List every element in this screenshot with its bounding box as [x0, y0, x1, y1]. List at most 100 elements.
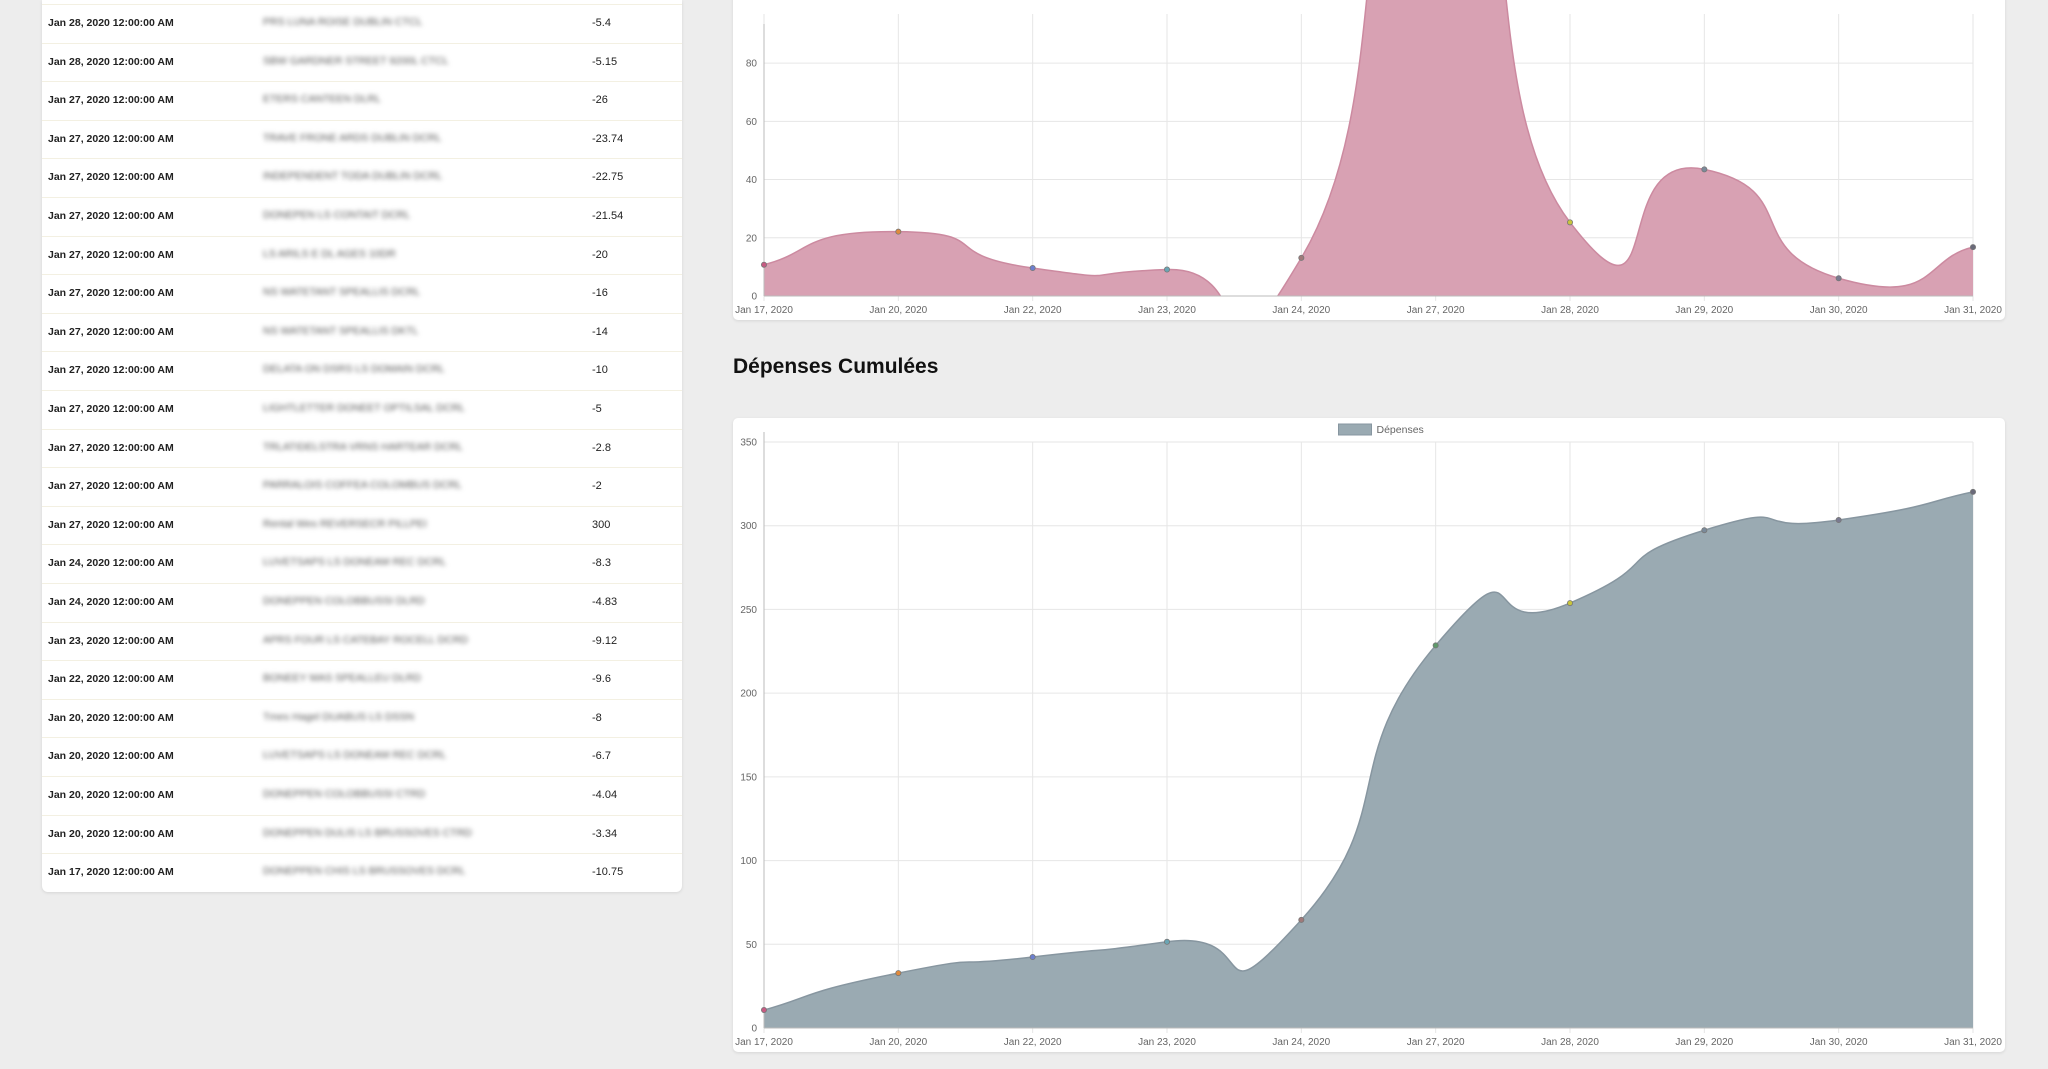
transaction-amount: -5.15: [592, 55, 618, 68]
transaction-date: Jan 27, 2020 12:00:00 AM: [48, 441, 174, 454]
table-row: Jan 27, 2020 12:00:00 AM TRLATIDELSTRA VR…: [42, 428, 682, 469]
cum-data-point: [1567, 600, 1574, 607]
transaction-date: Jan 27, 2020 12:00:00 AM: [48, 364, 174, 377]
transaction-amount: -2.8: [592, 441, 611, 454]
daily-data-point: [1970, 244, 1977, 251]
cumulative-section-title: Dépenses Cumulées: [733, 355, 939, 378]
transaction-date: Jan 23, 2020 12:00:00 AM: [48, 634, 174, 647]
table-row: Jan 27, 2020 12:00:00 AM Rental Wes REVER…: [42, 505, 682, 546]
transaction-date: Jan 20, 2020 12:00:00 AM: [48, 827, 174, 840]
cum-data-point: [1029, 954, 1036, 961]
cum-x-tick-label: Jan 27, 2020: [1407, 1037, 1465, 1048]
cum-x-tick-label: Jan 30, 2020: [1810, 1037, 1868, 1048]
transaction-amount: -4.83: [592, 596, 618, 608]
transaction-date: Jan 27, 2020 12:00:00 AM: [48, 171, 174, 184]
transaction-date: Jan 20, 2020 12:00:00 AM: [48, 711, 174, 724]
daily-series-group: [764, 0, 1973, 296]
daily-x-tick-label: Jan 27, 2020: [1407, 305, 1465, 316]
cum-y-tick-label: 350: [740, 438, 757, 449]
transaction-date: Jan 27, 2020 12:00:00 AM: [48, 518, 174, 531]
table-row: Jan 27, 2020 12:00:00 AM LIGHTLETTER DONE…: [42, 390, 682, 430]
transaction-description: DELATA ON DSRS LS DOMAIN DCRL: [263, 363, 445, 376]
daily-x-tick-label: Jan 23, 2020: [1138, 305, 1196, 316]
transaction-description: DONEPPEN DULIS LS BRUSSOVES CTRD: [263, 826, 472, 839]
transaction-description: LUVETSAPS LS DONEAM REC DCRL: [263, 749, 447, 762]
cum-x-tick-label: Jan 29, 2020: [1675, 1037, 1733, 1048]
transaction-date: Jan 24, 2020 12:00:00 AM: [48, 596, 174, 608]
table-row: Jan 24, 2020 12:00:00 AM LUVETSAPS LS DON…: [42, 544, 682, 584]
daily-y-tick-label: 0: [751, 292, 757, 303]
cum-data-point: [1298, 916, 1305, 923]
transaction-description: Tmes Hagel DUABUS LS DSSN: [263, 710, 415, 723]
transaction-description: BONEEY MAS SPEALLEU DLRD: [263, 672, 421, 685]
daily-series-line: [764, 0, 1973, 296]
cum-data-point: [1970, 488, 1977, 495]
transaction-date: Jan 27, 2020 12:00:00 AM: [48, 480, 174, 493]
transaction-description: ETERS CANTEEN DLRL: [263, 93, 381, 106]
cum-y-tick-label: 0: [751, 1024, 757, 1035]
transaction-date: Jan 27, 2020 12:00:00 AM: [48, 132, 174, 145]
cum-data-point: [760, 1007, 767, 1014]
transaction-amount: -16: [592, 287, 608, 300]
cum-x-tick-label: Jan 24, 2020: [1272, 1037, 1330, 1048]
daily-expenses-svg: 0 20 40 60 80 Jan 17, 2020 Jan 20, 2020 Jan 22,…: [735, 0, 2002, 316]
cum-y-tick-label: 300: [740, 521, 757, 532]
daily-x-tick-label: Jan 31, 2020: [1944, 305, 2002, 316]
transaction-description: LUVETSAPS LS DONEAM REC DCRL: [263, 556, 447, 569]
transaction-date: Jan 27, 2020 12:00:00 AM: [48, 287, 174, 300]
table-row: Jan 28, 2020 12:00:00 AM SBW GARDNER STRE…: [42, 42, 682, 83]
daily-expenses-chart: 0 20 40 60 80 Jan 17, 2020 Jan 20, 2020 Jan 22,…: [733, 0, 2005, 320]
table-row: Jan 17, 2020 12:00:00 AM DONEPPEN CHIS LS…: [42, 853, 682, 893]
daily-y-tick-label: 80: [746, 59, 758, 70]
transaction-amount: -3.34: [592, 827, 618, 840]
cumulative-expenses-svg: 0 50 100 150 200 250 300 350 Jan 17, 2020 Jan 20,…: [735, 423, 2002, 1048]
transaction-description: TRLATIDELSTRA VRNS HARTEAR DCRL: [263, 440, 463, 453]
cum-data-point: [1835, 517, 1842, 524]
cum-data-point: [1432, 642, 1439, 649]
daily-y-tick-label: 60: [746, 117, 758, 128]
cum-area-fill: [764, 491, 1973, 1028]
transaction-date: Jan 27, 2020 12:00:00 AM: [48, 210, 174, 222]
daily-y-tick-label: 40: [746, 175, 758, 186]
daily-data-point: [1701, 166, 1708, 173]
cum-legend-label: Dépenses: [1377, 424, 1424, 436]
daily-x-tick-label: Jan 29, 2020: [1675, 305, 1733, 316]
table-row: Jan 27, 2020 12:00:00 AM TRAVE FRONE ARDS…: [42, 119, 682, 160]
table-row: Jan 20, 2020 12:00:00 AM LUVETSAPS LS DON…: [42, 737, 682, 777]
transaction-description: NS WATETANT SPEALLIS DKTL: [263, 324, 419, 337]
table-row: Jan 20, 2020 12:00:00 AM DONEPPEN DULIS L…: [42, 814, 682, 855]
daily-x-tick-label: Jan 20, 2020: [869, 305, 927, 316]
cum-series-line: [764, 491, 1973, 1011]
transaction-description: APRS FOUR LS CATEBAY ROCELL DCRD: [263, 633, 468, 646]
cum-data-point: [1163, 938, 1170, 945]
table-row: Jan 22, 2020 12:00:00 AM BONEEY MAS SPEAL…: [42, 660, 682, 700]
transaction-amount: -21.54: [592, 210, 624, 222]
transaction-date: Jan 27, 2020 12:00:00 AM: [48, 94, 174, 107]
transaction-amount: -8.3: [592, 557, 611, 570]
daily-data-point: [1835, 275, 1842, 282]
transaction-description: SBW GARDNER STREET 9200L CTCL: [263, 54, 449, 67]
daily-data-point: [1298, 254, 1305, 261]
transaction-description: DONEPPEN COLOBBUSSI DLRD: [263, 595, 425, 607]
cum-series-group: [764, 491, 1973, 1028]
daily-data-point: [760, 261, 767, 268]
transaction-amount: -9.12: [592, 634, 618, 647]
cum-x-tick-label: Jan 22, 2020: [1004, 1037, 1062, 1048]
transaction-amount: -22.75: [592, 171, 624, 184]
transaction-amount: 300: [592, 518, 611, 531]
transaction-description: LS ARILS E DL AGES 10DR: [263, 247, 396, 260]
daily-x-tick-label: Jan 30, 2020: [1810, 305, 1868, 316]
transaction-description: DONEPEN LS CONTAIT DCRL: [263, 209, 411, 221]
transaction-amount: -9.6: [592, 673, 611, 686]
daily-data-point: [895, 228, 902, 235]
cum-y-tick-label: 200: [740, 689, 757, 700]
transaction-description: Rental Wes REVERSECR PILLPEI: [263, 517, 427, 530]
cum-y-tick-label: 50: [746, 940, 758, 951]
transaction-date: Jan 24, 2020 12:00:00 AM: [48, 557, 174, 570]
transactions-table: Jan 28, 2020 12:00:00 AM PRS LUNA ROISE D…: [42, 0, 682, 892]
transaction-amount: -20: [592, 248, 608, 261]
transaction-amount: -23.74: [592, 132, 624, 145]
transaction-amount: -2: [592, 480, 602, 493]
daily-y-tick-label: 20: [746, 233, 758, 244]
table-row: Jan 23, 2020 12:00:00 AM APRS FOUR LS CAT…: [42, 621, 682, 662]
